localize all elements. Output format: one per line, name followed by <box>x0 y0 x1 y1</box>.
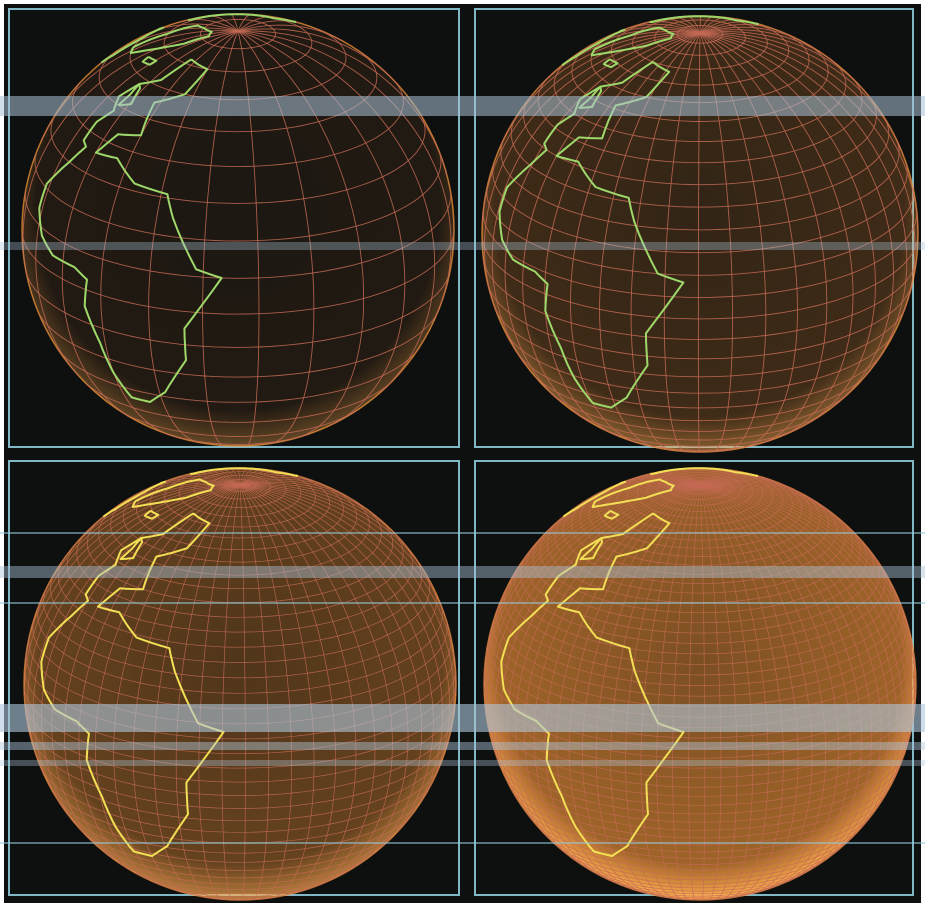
grid-lines <box>21 13 455 447</box>
scan-band <box>0 742 925 750</box>
globe-disc <box>21 13 455 447</box>
scan-band <box>0 96 925 116</box>
scan-line <box>0 842 925 844</box>
scan-band <box>0 760 925 766</box>
scan-band <box>0 242 925 250</box>
globe-fine-grid <box>23 467 457 901</box>
globe-medium-grid <box>481 15 919 453</box>
scan-band <box>0 566 925 578</box>
scan-line <box>0 602 925 604</box>
globe-coarse-grid <box>21 13 455 447</box>
coastlines <box>498 15 759 409</box>
scan-line <box>0 532 925 534</box>
panel-top-left <box>8 8 460 448</box>
scan-band <box>0 704 925 732</box>
globe-finest-grid <box>483 467 917 901</box>
coastlines <box>38 13 297 403</box>
